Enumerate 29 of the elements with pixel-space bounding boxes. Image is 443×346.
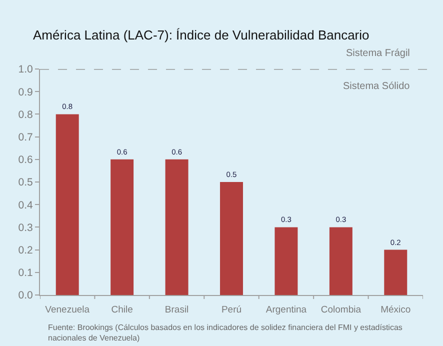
x-tick-label: Venezuela <box>45 304 90 316</box>
y-tick-label: 0.7 <box>18 131 34 144</box>
bar <box>274 227 298 295</box>
bar <box>384 250 408 295</box>
x-tick-label: Brasil <box>164 304 189 316</box>
source-note: Fuente: Brookings (Cálculos basados en los indicadores de solidez financiera del FMI y estadísticas nacionales de Venezuela) <box>48 323 402 342</box>
x-tick-label: Argentina <box>266 304 308 316</box>
bar <box>56 114 79 295</box>
text: Sistema Frágil <box>346 48 410 59</box>
chart-title: América Latina (LAC-7): Índice de Vulnerabilidad Bancario <box>33 28 370 43</box>
x-tick-label: Perú <box>221 304 242 316</box>
y-tick-label: 1.0 <box>18 64 34 76</box>
bar <box>220 182 243 295</box>
y-tick-label: 0.4 <box>18 199 34 212</box>
y-tick-label: 0.9 <box>18 86 34 98</box>
y-tick-label: 0.3 <box>18 222 34 234</box>
bar <box>110 159 134 295</box>
annotation: Sistema Sólido <box>343 81 410 92</box>
y-tick-label: 0.6 <box>18 154 34 166</box>
y-tick-label: 0.1 <box>18 267 34 280</box>
x-tick-label: Chile <box>111 304 133 316</box>
y-tick-label: 0.0 <box>18 290 34 302</box>
bar <box>329 227 352 295</box>
x-tick-label: Colombia <box>320 304 362 316</box>
y-tick-label: 0.2 <box>18 244 34 256</box>
bar <box>165 159 188 295</box>
x-tick-label: México <box>380 304 411 316</box>
y-tick-label: 0.8 <box>18 108 34 121</box>
y-tick-label: 0.5 <box>18 176 34 189</box>
